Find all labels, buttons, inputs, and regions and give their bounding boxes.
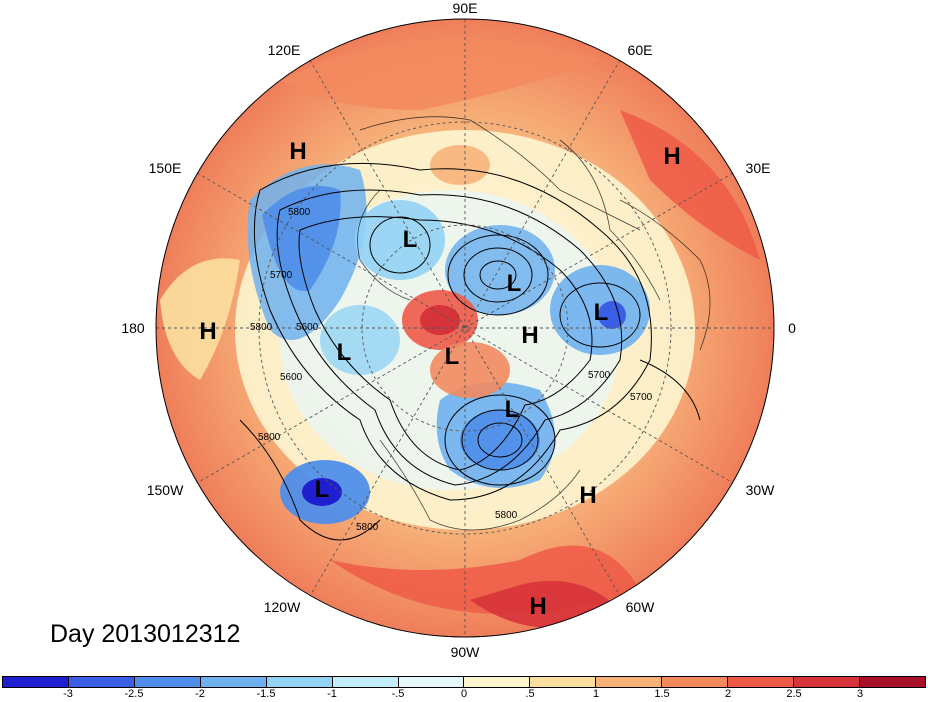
colorbar-tick-label: -1 [327, 688, 337, 700]
lon-label-150e: 150E [148, 160, 182, 176]
colorbar-swatch [3, 677, 69, 687]
map-border [155, 18, 775, 638]
lon-label-60e: 60E [627, 42, 653, 58]
low-pressure-marker: L [444, 343, 460, 370]
colorbar-swatch [596, 677, 663, 687]
graticule [156, 19, 774, 637]
high-pressure-marker: H [529, 593, 547, 620]
colorbar-swatch [464, 677, 531, 687]
contour-label: 5800 [258, 432, 281, 443]
high-pressure-marker: H [663, 143, 681, 170]
lon-label-30w: 30W [745, 482, 775, 498]
low-pressure-marker: L [336, 339, 352, 366]
contour-label: 5700 [588, 370, 611, 381]
high-pressure-marker: H [579, 482, 597, 509]
colorbar-swatch [200, 677, 267, 687]
colorbar-swatch [134, 677, 201, 687]
colorbar-tick-label: -3 [63, 688, 73, 700]
colorbar-swatch [530, 677, 597, 687]
colorbar-tick-label: -1.5 [256, 688, 276, 700]
colorbar-tick-label: -2 [195, 688, 205, 700]
contour-label: 5700 [630, 392, 653, 403]
high-pressure-marker: H [521, 322, 539, 349]
low-pressure-marker: L [402, 226, 418, 253]
colorbar-swatch [266, 677, 333, 687]
colorbar-swatch [68, 677, 135, 687]
high-pressure-marker: H [199, 318, 217, 345]
colorbar-tick-label: 0 [460, 688, 468, 700]
colorbar-tick-label: 3 [856, 688, 864, 700]
low-pressure-marker: L [504, 396, 520, 423]
colorbar-tick-label: -.5 [391, 688, 405, 700]
low-pressure-marker: L [593, 299, 609, 326]
colorbar-swatch [794, 677, 860, 687]
colorbar-tick-label: 1.5 [654, 688, 670, 700]
colorbar-swatch [662, 677, 729, 687]
anomaly-field [156, 19, 774, 637]
low-pressure-marker: L [314, 476, 330, 503]
contour-labels: 5800 5700 5600 5800 5700 5800 5600 5800 … [250, 207, 653, 533]
lon-label-0: 0 [788, 320, 796, 336]
lon-label-120e: 120E [267, 42, 301, 58]
contour-label: 5800 [495, 510, 518, 521]
contour-label: 5600 [296, 322, 319, 333]
lon-label-30e: 30E [745, 160, 771, 176]
colorbar-tick-label: 2.5 [786, 688, 802, 700]
contour-label: 5800 [356, 522, 379, 533]
low-pressure-marker: L [506, 270, 522, 297]
contour-label: 5600 [280, 372, 303, 383]
colorbar [2, 676, 926, 688]
colorbar-swatch [332, 677, 399, 687]
colorbar-tick-label: 2 [724, 688, 732, 700]
colorbar-swatch [859, 677, 925, 687]
colorbar-tick-label: 1 [592, 688, 600, 700]
lon-label-180: 180 [121, 320, 145, 336]
colorbar-tick-label: -2.5 [124, 688, 144, 700]
date-title: Day 2013012312 [50, 620, 241, 648]
colorbar-swatch [398, 677, 465, 687]
lon-label-90e: 90E [452, 0, 478, 16]
contour-label: 5800 [288, 207, 311, 218]
high-pressure-marker: H [289, 138, 307, 165]
lon-label-60w: 60W [625, 599, 655, 615]
colorbar-swatch [728, 677, 795, 687]
contour-label: 5700 [270, 270, 293, 281]
contour-label: 5800 [250, 322, 273, 333]
lon-label-150w: 150W [146, 482, 184, 498]
lon-label-90w: 90W [450, 644, 480, 660]
colorbar-tick-label: .5 [525, 688, 535, 700]
lon-label-120w: 120W [263, 599, 301, 615]
